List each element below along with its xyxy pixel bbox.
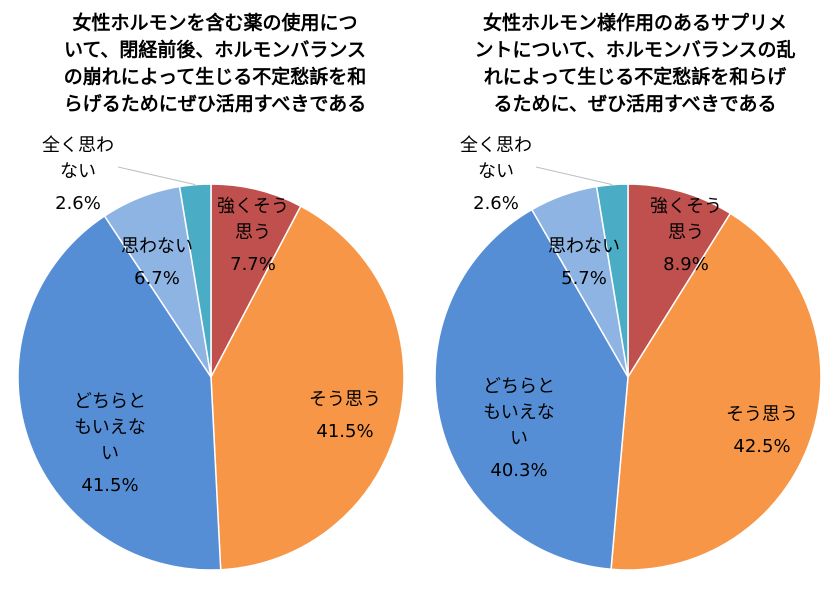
label-category-text: そう思う bbox=[726, 404, 798, 425]
pie-slice-agree bbox=[610, 212, 822, 571]
label-category-text: 思う bbox=[235, 222, 271, 243]
label-category-text: 強くそう bbox=[217, 196, 289, 217]
pie-slice-agree bbox=[210, 205, 405, 571]
pie-slice-neutral bbox=[17, 214, 222, 571]
pie-slice-strongly-agree bbox=[627, 183, 732, 380]
label-value-text: 2.6% bbox=[473, 193, 519, 214]
label-category-text: い bbox=[510, 428, 528, 449]
chart-title: 女性ホルモン様作用のあるサプリメ ントについて、ホルモンバランスの乱 れによって… bbox=[474, 12, 796, 115]
leader-line bbox=[535, 166, 613, 186]
pie-slice-neutral bbox=[434, 208, 629, 571]
pie-slice-strongly-disagree bbox=[595, 183, 629, 378]
label-category-text: い bbox=[101, 443, 119, 464]
leader-line bbox=[117, 166, 196, 186]
label-category-text: 全く思わ bbox=[42, 135, 114, 156]
label-category-text: どちらと bbox=[483, 376, 555, 397]
label-value-text: 2.6% bbox=[55, 193, 101, 214]
label-category-text: 思わない bbox=[548, 236, 620, 257]
label-category-text: 思う bbox=[668, 222, 704, 243]
data-label-disagree: 思わない 6.7% bbox=[121, 236, 193, 289]
label-category-text: 全く思わ bbox=[460, 135, 532, 156]
label-category-text: ない bbox=[60, 161, 96, 182]
pie-chart-hormone-medicine: 強くそう思う 7.7% そう思う 41.5% どちらともいえない 41.5% 思わない 6.7… bbox=[17, 12, 405, 571]
pie-slice-strongly-agree bbox=[210, 183, 302, 378]
label-category-text: そう思う bbox=[309, 389, 381, 410]
pie-slice-strongly-disagree bbox=[178, 183, 212, 378]
label-value-text: 42.5% bbox=[733, 436, 790, 457]
label-value-text: 6.7% bbox=[134, 268, 180, 289]
label-value-text: 5.7% bbox=[561, 268, 607, 289]
data-label-disagree: 思わない 5.7% bbox=[548, 236, 620, 289]
label-category-text: どちらと bbox=[74, 391, 146, 412]
label-category-text: 思わない bbox=[121, 236, 193, 257]
label-value-text: 40.3% bbox=[490, 460, 547, 481]
label-value-text: 41.5% bbox=[81, 475, 138, 496]
pie-chart-hormone-supplement: 強くそう思う 8.9% そう思う 42.5% どちらともいえない 40.3% 思わない 5.7… bbox=[420, 0, 840, 608]
label-category-text: もいえな bbox=[74, 417, 146, 438]
label-value-text: 7.7% bbox=[230, 254, 276, 275]
chart-title: 女性ホルモンを含む薬の使用につ いて、閉経前後、ホルモンバランス の崩れによって… bbox=[63, 12, 367, 115]
label-category-text: ない bbox=[478, 161, 514, 182]
label-value-text: 41.5% bbox=[316, 421, 373, 442]
label-category-text: もいえな bbox=[483, 402, 555, 423]
label-category-text: 強くそう bbox=[650, 196, 722, 217]
data-label-agree: そう思う 41.5% bbox=[309, 389, 381, 442]
data-label-agree: そう思う 42.5% bbox=[726, 404, 798, 457]
label-value-text: 8.9% bbox=[663, 254, 709, 275]
